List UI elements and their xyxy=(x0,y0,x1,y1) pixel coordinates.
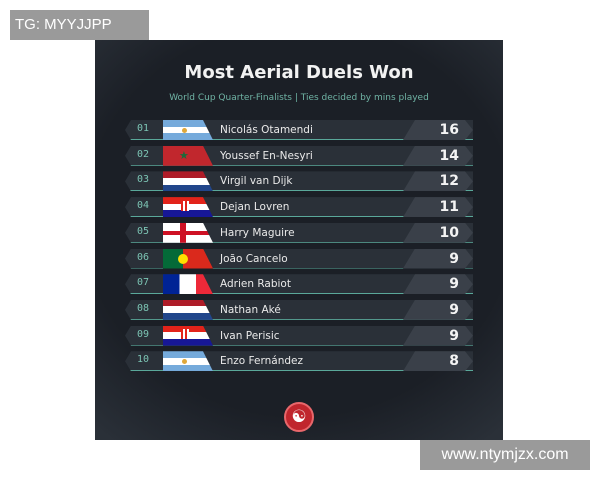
portugal-flag-icon xyxy=(163,248,213,269)
rank: 04 xyxy=(137,200,150,212)
netherlands-flag-icon xyxy=(163,171,213,192)
watermark-bottom-right: www.ntymjzx.com xyxy=(420,440,590,470)
france-flag-icon xyxy=(163,274,213,295)
player-name: Dejan Lovren xyxy=(220,201,290,214)
leaderboard-card: Most Aerial Duels Won World Cup Quarter-… xyxy=(95,40,503,440)
table-row: 10 Enzo Fernández 8 xyxy=(125,351,473,372)
score: 11 xyxy=(403,197,473,218)
table-row: 06 João Cancelo 9 xyxy=(125,248,473,269)
table-row: 04 Dejan Lovren 11 xyxy=(125,197,473,218)
score: 9 xyxy=(403,248,473,269)
score: 10 xyxy=(403,222,473,243)
table-row: 03 Virgil van Dijk 12 xyxy=(125,171,473,192)
player-name: João Cancelo xyxy=(220,252,288,265)
rank: 08 xyxy=(137,302,150,314)
croatia-flag-icon xyxy=(163,197,213,218)
row-background xyxy=(125,197,473,218)
rank: 10 xyxy=(137,354,150,366)
score: 8 xyxy=(403,351,473,372)
player-name: Virgil van Dijk xyxy=(220,175,293,188)
row-background xyxy=(125,351,473,372)
row-background xyxy=(125,274,473,295)
table-row: 02 ★ Youssef En-Nesyri 14 xyxy=(125,145,473,166)
score: 9 xyxy=(403,299,473,320)
player-name: Adrien Rabiot xyxy=(220,278,291,291)
row-background xyxy=(125,299,473,320)
score: 9 xyxy=(403,274,473,295)
rank: 07 xyxy=(137,277,150,289)
rank: 06 xyxy=(137,251,150,263)
player-name: Youssef En-Nesyri xyxy=(220,149,313,162)
rank: 02 xyxy=(137,148,150,160)
morocco-flag-icon: ★ xyxy=(163,145,213,166)
argentina-flag-icon xyxy=(163,351,213,372)
row-background xyxy=(125,248,473,269)
argentina-flag-icon xyxy=(163,120,213,140)
brand-logo-icon: ☯ xyxy=(284,402,314,432)
rank: 03 xyxy=(137,174,150,186)
page-title: Most Aerial Duels Won xyxy=(184,62,414,83)
player-name: Nicolás Otamendi xyxy=(220,124,313,136)
score: 9 xyxy=(403,325,473,346)
croatia-flag-icon xyxy=(163,325,213,346)
score: 12 xyxy=(403,171,473,192)
watermark-top-left: TG: MYYJJPP xyxy=(10,10,149,40)
row-background xyxy=(125,171,473,192)
player-name: Ivan Perisic xyxy=(220,329,280,342)
england-flag-icon xyxy=(163,222,213,243)
rank: 01 xyxy=(137,123,150,134)
netherlands-flag-icon xyxy=(163,299,213,320)
subtitle: World Cup Quarter-Finalists | Ties decid… xyxy=(169,93,429,103)
row-background xyxy=(125,325,473,346)
player-name: Enzo Fernández xyxy=(220,355,304,368)
player-name: Nathan Aké xyxy=(220,303,281,316)
score: 16 xyxy=(403,120,473,140)
player-name: Harry Maguire xyxy=(220,226,295,239)
rank: 09 xyxy=(137,328,150,340)
table-row: 08 Nathan Aké 9 xyxy=(125,299,473,320)
row-background xyxy=(125,145,473,166)
rank: 05 xyxy=(137,225,150,237)
row-background xyxy=(125,120,473,140)
table-row: 05 Harry Maguire 10 xyxy=(125,222,473,243)
score: 14 xyxy=(403,145,473,166)
row-background xyxy=(125,222,473,243)
table-row: 01 Nicolás Otamendi 16 xyxy=(125,120,473,140)
table-row: 07 Adrien Rabiot 9 xyxy=(125,274,473,295)
table-row: 09 Ivan Perisic 9 xyxy=(125,325,473,346)
